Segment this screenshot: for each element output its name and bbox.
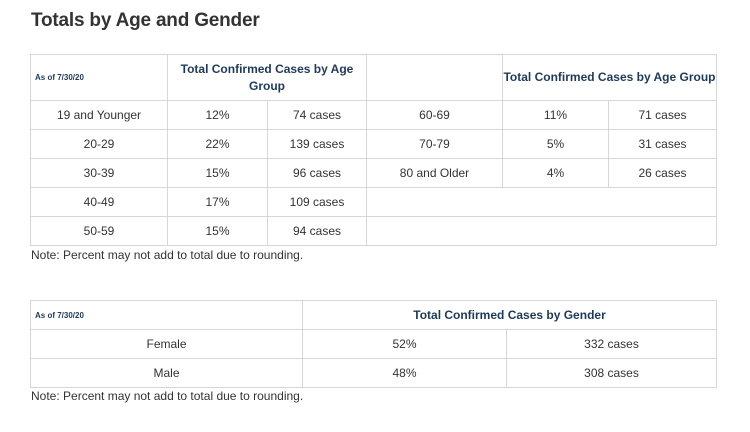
cases-cell: 96 cases [267,158,367,188]
percent-cell: 5% [502,129,609,159]
rounding-note: Note: Percent may not add to total due t… [31,389,304,403]
column-header-right: Total Confirmed Cases by Age Group [502,54,717,101]
percent-cell: 15% [167,216,268,246]
cases-cell: 109 cases [267,187,367,217]
age-group-cell: 50-59 [30,216,168,246]
cases-cell: 26 cases [608,158,717,188]
age-group-cell: 30-39 [30,158,168,188]
cases-cell: 74 cases [267,100,367,130]
empty-cell [366,216,717,246]
age-group-cell: 20-29 [30,129,168,159]
column-header-left: Total Confirmed Cases by Age Group [167,54,367,101]
cases-cell: 94 cases [267,216,367,246]
percent-cell: 15% [167,158,268,188]
percent-cell: 52% [302,329,507,359]
age-group-cell: 70-79 [366,129,503,159]
percent-cell: 4% [502,158,609,188]
cases-cell: 139 cases [267,129,367,159]
cases-cell: 71 cases [608,100,717,130]
cases-cell: 332 cases [506,329,717,359]
cases-cell: 31 cases [608,129,717,159]
gender-cell: Male [30,358,303,388]
rounding-note: Note: Percent may not add to total due t… [31,248,304,262]
table-header-row: As of 7/30/20 Total Confirmed Cases by A… [30,54,717,101]
as-of-date: As of 7/30/20 [30,54,168,101]
table-row: Male 48% 308 cases [30,358,717,388]
percent-cell: 11% [502,100,609,130]
age-group-cell: 60-69 [366,100,503,130]
table-row: 50-59 15% 94 cases [30,216,717,246]
table-row: 20-29 22% 139 cases 70-79 5% 31 cases [30,129,717,159]
cases-cell: 308 cases [506,358,717,388]
table-row: Female 52% 332 cases [30,329,717,359]
age-group-cell: 19 and Younger [30,100,168,130]
age-group-cell: 40-49 [30,187,168,217]
percent-cell: 48% [302,358,507,388]
percent-cell: 17% [167,187,268,217]
table-row: 40-49 17% 109 cases [30,187,717,217]
as-of-date: As of 7/30/20 [30,300,303,330]
table-row: 19 and Younger 12% 74 cases 60-69 11% 71… [30,100,717,130]
empty-header-cell [366,54,503,101]
age-group-table: As of 7/30/20 Total Confirmed Cases by A… [30,54,717,246]
age-group-cell: 80 and Older [366,158,503,188]
percent-cell: 22% [167,129,268,159]
table-header-row: As of 7/30/20 Total Confirmed Cases by G… [30,300,717,330]
empty-cell [366,187,717,217]
page-title: Totals by Age and Gender [31,10,260,31]
percent-cell: 12% [167,100,268,130]
gender-table: As of 7/30/20 Total Confirmed Cases by G… [30,300,717,388]
column-header-gender: Total Confirmed Cases by Gender [302,300,717,330]
table-row: 30-39 15% 96 cases 80 and Older 4% 26 ca… [30,158,717,188]
gender-cell: Female [30,329,303,359]
